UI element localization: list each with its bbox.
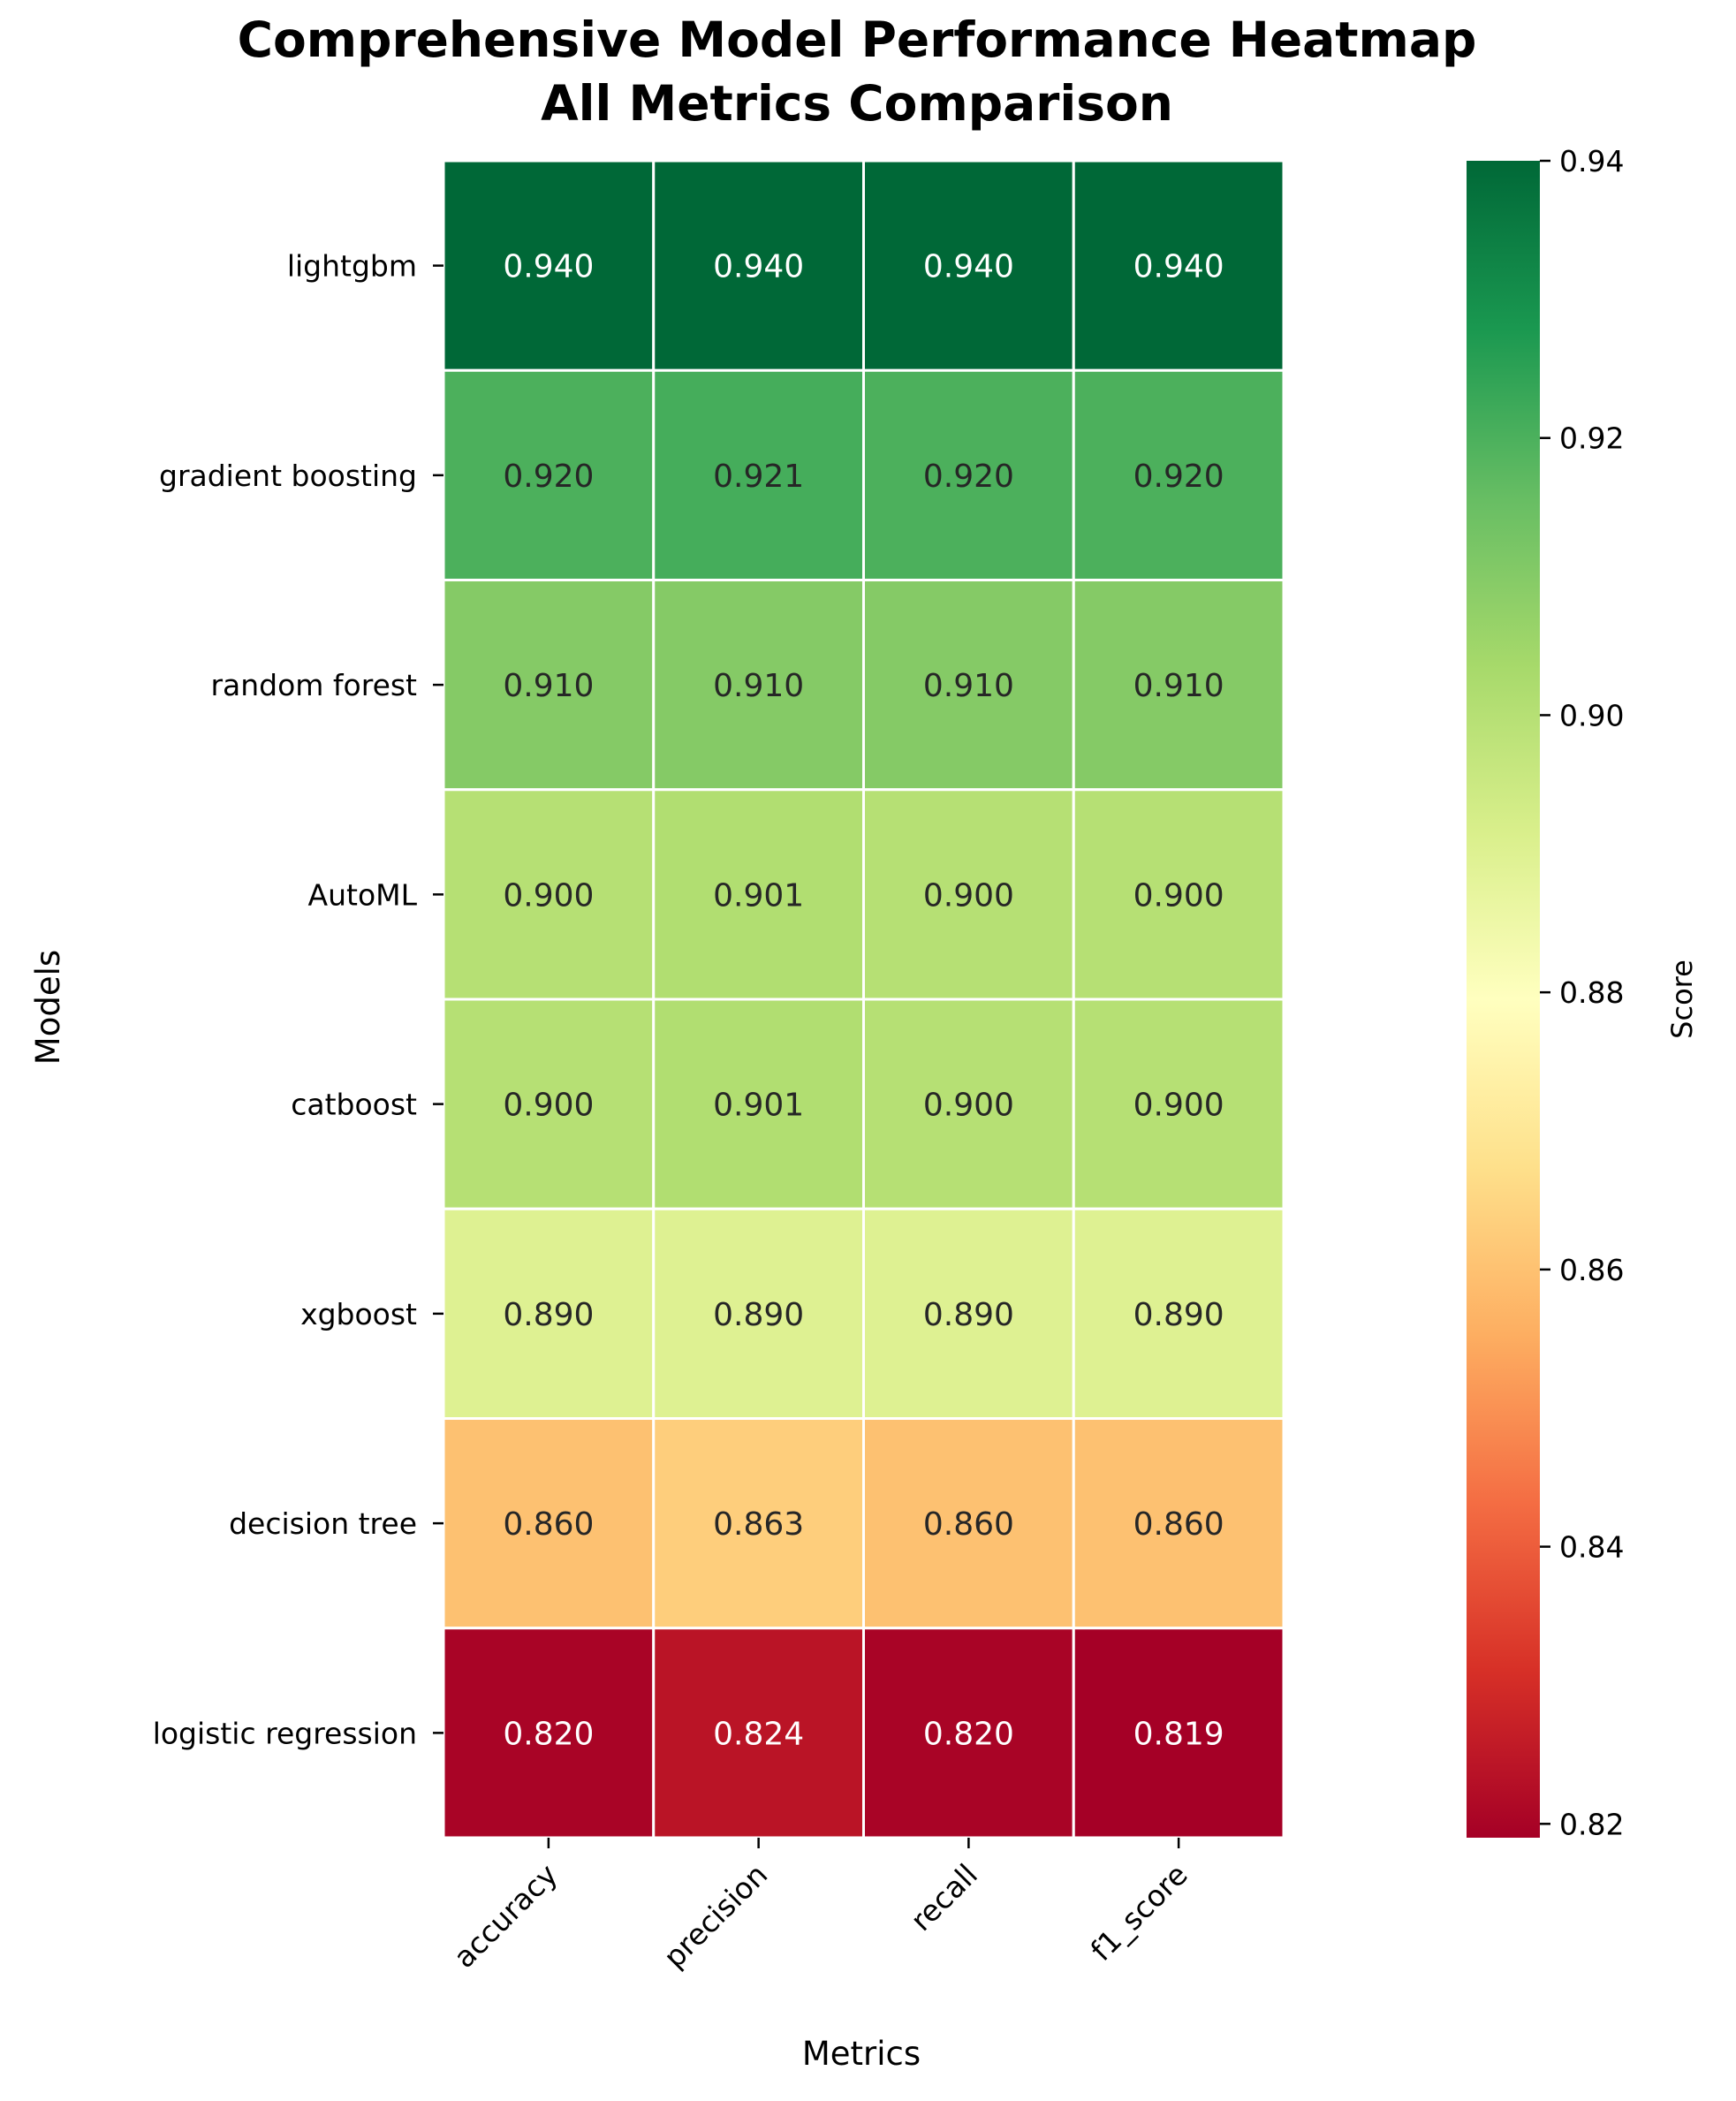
y-tick-label: xgboost — [300, 1297, 417, 1331]
heatmap-cell — [862, 1627, 1075, 1839]
colorbar-tick-label: 0.82 — [1559, 1807, 1624, 1841]
heatmap-cell — [652, 788, 865, 1001]
heatmap-cell — [652, 368, 865, 581]
y-tick-label: decision tree — [229, 1506, 417, 1541]
heatmap-cell-value: 0.890 — [503, 1297, 594, 1333]
heatmap-cell — [1072, 159, 1285, 372]
heatmap-cell-value: 0.860 — [1133, 1506, 1224, 1543]
heatmap-cell — [1072, 1417, 1285, 1630]
heatmap-cell — [862, 997, 1075, 1210]
colorbar-tick-label: 0.88 — [1559, 975, 1624, 1010]
colorbar-gradient — [1467, 161, 1540, 1838]
x-tick-label: precision — [656, 1857, 774, 1975]
heatmap-cells — [442, 159, 1285, 1839]
x-tick-label: accuracy — [447, 1857, 565, 1975]
heatmap-cell — [442, 1627, 656, 1839]
y-axis-ticks: lightgbm gradient boosting random forest Au… — [153, 249, 443, 1750]
heatmap-cell-value: 0.940 — [1133, 249, 1224, 285]
chart-title-line: Comprehensive Model Performance Heatmap — [238, 11, 1477, 68]
colorbar-label: Score — [1665, 959, 1699, 1039]
heatmap-cell-value: 0.860 — [923, 1506, 1014, 1543]
heatmap-cell-value: 0.860 — [503, 1506, 594, 1543]
heatmap-cell — [1072, 997, 1285, 1210]
heatmap-cell — [862, 1207, 1075, 1420]
y-tick-label: AutoML — [308, 877, 418, 912]
x-tick-label: recall — [904, 1857, 984, 1938]
heatmap-cell-value: 0.900 — [923, 877, 1014, 914]
heatmap-cell-value: 0.921 — [713, 459, 804, 495]
heatmap-cell-value: 0.910 — [1133, 668, 1224, 704]
chart-title: Comprehensive Model Performance Heatmap A… — [238, 11, 1477, 132]
heatmap-cell — [652, 1207, 865, 1420]
heatmap-cell — [442, 368, 656, 581]
heatmap-cell-value: 0.819 — [1133, 1716, 1224, 1752]
heatmap-cell-value: 0.910 — [503, 668, 594, 704]
heatmap-cell-value: 0.901 — [713, 1088, 804, 1124]
heatmap-cell-value: 0.890 — [713, 1297, 804, 1333]
heatmap-cell — [442, 788, 656, 1001]
heatmap-cell — [1072, 1207, 1285, 1420]
colorbar: 0.82 0.84 0.86 0.88 0.90 0.92 0.94 Score — [1467, 144, 1699, 1841]
colorbar-tick-label: 0.90 — [1559, 698, 1624, 732]
y-tick-label: lightgbm — [287, 249, 417, 284]
heatmap-cell-value: 0.901 — [713, 877, 804, 914]
heatmap-cell — [442, 1207, 656, 1420]
colorbar-ticks: 0.82 0.84 0.86 0.88 0.90 0.92 0.94 — [1540, 144, 1624, 1841]
heatmap-cell-value: 0.890 — [1133, 1297, 1224, 1333]
heatmap-cell-value: 0.900 — [1133, 1088, 1224, 1124]
heatmap-cell-value: 0.900 — [503, 877, 594, 914]
heatmap-cell — [1072, 579, 1285, 792]
y-tick-label: logistic regression — [153, 1716, 417, 1750]
x-axis-label: Metrics — [802, 2035, 921, 2073]
y-tick-label: random forest — [210, 668, 417, 702]
heatmap-cell — [1072, 368, 1285, 581]
heatmap-cell-value: 0.920 — [923, 459, 1014, 495]
y-tick-label: catboost — [291, 1088, 417, 1122]
colorbar-tick-label: 0.94 — [1559, 144, 1624, 178]
heatmap-cell-value: 0.920 — [1133, 459, 1224, 495]
heatmap-cell-value: 0.910 — [923, 668, 1014, 704]
heatmap-cell-value: 0.824 — [713, 1716, 804, 1752]
heatmap-cell — [652, 579, 865, 792]
heatmap-cell-value: 0.910 — [713, 668, 804, 704]
heatmap-cell-value: 0.820 — [923, 1716, 1014, 1752]
heatmap-cell-labels: 0.940 0.940 0.940 0.940 0.920 0.921 0.920 0.920… — [503, 249, 1224, 1753]
heatmap-cell-value: 0.940 — [923, 249, 1014, 285]
x-tick-label: f1_score — [1084, 1857, 1194, 1968]
heatmap-cell — [862, 1417, 1075, 1630]
heatmap-cell-value: 0.940 — [503, 249, 594, 285]
chart-title-line: All Metrics Comparison — [541, 75, 1173, 132]
heatmap-cell — [652, 159, 865, 372]
colorbar-tick-label: 0.86 — [1559, 1253, 1624, 1287]
y-tick-label: gradient boosting — [159, 459, 417, 493]
heatmap-cell — [1072, 788, 1285, 1001]
heatmap-cell-value: 0.820 — [503, 1716, 594, 1752]
heatmap-cell-value: 0.900 — [1133, 877, 1224, 914]
heatmap-cell-value: 0.920 — [503, 459, 594, 495]
x-axis-ticks: accuracy precision recall f1_score — [447, 1838, 1194, 1975]
colorbar-tick-label: 0.92 — [1559, 421, 1624, 456]
y-axis-label: Models — [29, 950, 67, 1065]
heatmap-cell-value: 0.863 — [713, 1506, 804, 1543]
heatmap-cell — [442, 159, 656, 372]
heatmap-cell-value: 0.890 — [923, 1297, 1014, 1333]
colorbar-tick-label: 0.84 — [1559, 1530, 1624, 1565]
heatmap-cell — [862, 159, 1075, 372]
heatmap-cell-value: 0.940 — [713, 249, 804, 285]
heatmap-cell-value: 0.900 — [503, 1088, 594, 1124]
heatmap-cell — [652, 997, 865, 1210]
heatmap-cell — [442, 1417, 656, 1630]
heatmap-cell-value: 0.900 — [923, 1088, 1014, 1124]
